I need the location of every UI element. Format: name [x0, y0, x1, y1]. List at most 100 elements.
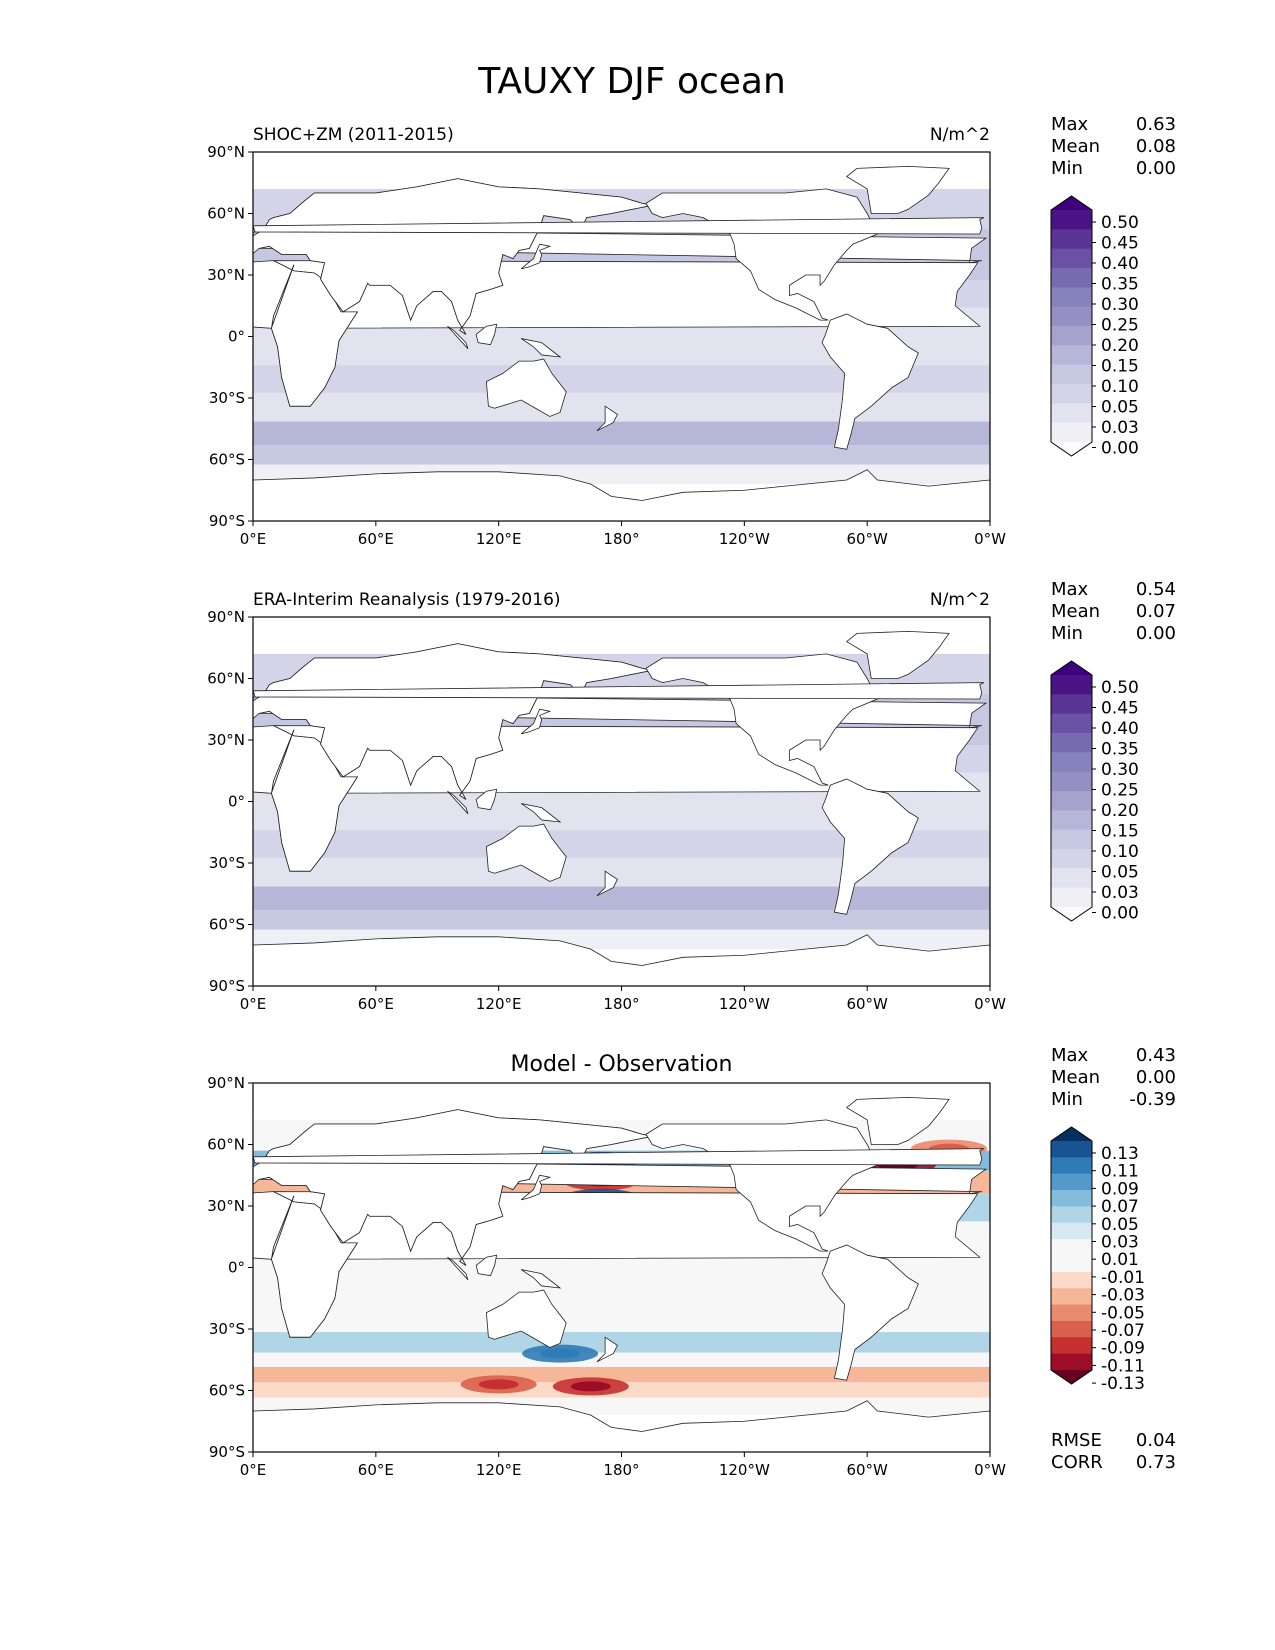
colorbar-tick-label: 0.40: [1101, 719, 1139, 739]
colorbar-tick-label: -0.09: [1101, 1339, 1145, 1359]
colorbar-tick-label: -0.01: [1101, 1268, 1145, 1288]
y-tick-label: 30°S: [209, 389, 245, 407]
y-tick-label: 30°N: [207, 1197, 245, 1215]
land-11: [520, 803, 562, 823]
colorbar-swatch: [1051, 771, 1092, 792]
colorbar-swatch: [1051, 713, 1092, 734]
colorbar-swatch: [1051, 849, 1092, 869]
x-tick-label: 60°E: [358, 1461, 394, 1479]
x-tick-label: 0°E: [240, 1461, 267, 1479]
colorbar-tick-label: 0.50: [1101, 213, 1139, 233]
y-tick-label: 30°S: [209, 854, 245, 872]
colorbar-swatch: [1051, 1190, 1092, 1207]
land-7: [596, 1336, 618, 1363]
panel-title: SHOC+ZM (2011-2015): [253, 125, 454, 145]
land-6: [253, 934, 990, 986]
figure-title: TAUXY DJF ocean: [477, 61, 786, 102]
band-lat--38: [253, 1332, 990, 1353]
colorbar-tick-label: 0.03: [1101, 1233, 1139, 1253]
metric-label: RMSE: [1051, 1430, 1102, 1451]
stat-label: Min: [1051, 1089, 1083, 1110]
land-7: [596, 405, 618, 432]
colorbar-swatch: [1051, 733, 1092, 753]
y-tick-label: 90°S: [209, 1443, 245, 1461]
map-field: [253, 152, 990, 521]
colorbar-tick-label: 0.50: [1101, 678, 1139, 698]
stat-label: Mean: [1051, 1067, 1100, 1088]
y-tick-label: 90°N: [207, 143, 245, 161]
colorbar-tick-label: 0.25: [1101, 316, 1139, 336]
stat-label: Mean: [1051, 136, 1100, 157]
x-tick-label: 120°W: [719, 995, 770, 1013]
blob-core-6: [540, 1348, 581, 1359]
colorbar-swatch: [1051, 384, 1092, 404]
map-field: [253, 1083, 990, 1452]
land-wrap-1: [253, 178, 653, 335]
colorbar: 0.500.450.400.350.300.250.200.150.100.05…: [1050, 195, 1139, 459]
colorbar-tick-label: 0.45: [1101, 699, 1139, 719]
colorbar-swatch: [1051, 752, 1092, 773]
land-5: [845, 1096, 950, 1145]
y-tick-label: 30°S: [209, 1320, 245, 1338]
x-tick-label: 120°W: [719, 530, 770, 548]
land-4: [821, 778, 919, 915]
colorbar-swatch: [1051, 345, 1092, 366]
blob-core-4: [478, 1379, 519, 1390]
panel-title: Model - Observation: [511, 1052, 733, 1077]
metric-value: 0.04: [1136, 1430, 1176, 1451]
colorbar-swatch: [1051, 1255, 1092, 1273]
colorbar-tick-label: 0.30: [1101, 295, 1139, 315]
colorbar-swatch: [1051, 248, 1092, 269]
stat-label: Max: [1051, 579, 1089, 600]
land-7: [596, 870, 618, 897]
colorbar-outline: [1050, 195, 1093, 457]
x-tick-label: 180°: [603, 1461, 639, 1479]
colorbar-swatch: [1051, 229, 1092, 250]
land-11: [520, 1269, 562, 1289]
land-10: [475, 1254, 498, 1277]
land-11: [520, 338, 562, 358]
colorbar: 0.130.110.090.070.050.030.01-0.01-0.03-0…: [1050, 1126, 1145, 1394]
panel-reference: 0°E 60°E 120°E 180° 120°W 60°W 0°W 90°N 60°N 30°N…: [207, 579, 1176, 1013]
colorbar-swatch: [1051, 210, 1092, 230]
y-tick-label: 60°N: [207, 1136, 245, 1154]
stat-value: 0.00: [1136, 158, 1176, 179]
stat-label: Mean: [1051, 601, 1100, 622]
colorbar-tick-label: 0.03: [1101, 418, 1139, 438]
colorbar-swatch: [1051, 868, 1092, 889]
colorbar-tick-label: 0.40: [1101, 254, 1139, 274]
y-tick-label: 60°S: [209, 451, 245, 469]
land-wrap-1: [253, 643, 653, 800]
land-8: [520, 1174, 552, 1201]
y-tick-label: 60°N: [207, 670, 245, 688]
panel-units: N/m^2: [930, 590, 990, 610]
colorbar-swatch: [1051, 887, 1092, 908]
colorbar-swatch: [1051, 1173, 1092, 1191]
land-4: [821, 313, 919, 450]
colorbar-tick-label: 0.15: [1101, 357, 1139, 377]
stat-value: 0.54: [1136, 579, 1176, 600]
x-tick-label: 0°E: [240, 530, 267, 548]
band-lat--48: [253, 421, 990, 446]
stat-value: 0.08: [1136, 136, 1176, 157]
land-5: [845, 165, 950, 214]
x-tick-label: 0°W: [974, 530, 1006, 548]
stat-value: 0.00: [1136, 623, 1176, 644]
band-lat--58: [253, 910, 990, 930]
colorbar-tick-label: 0.03: [1101, 883, 1139, 903]
x-tick-label: 0°W: [974, 995, 1006, 1013]
x-tick-label: 120°E: [476, 995, 522, 1013]
colorbar-swatch: [1051, 694, 1092, 715]
colorbar-swatch: [1051, 1353, 1092, 1371]
land-6: [253, 469, 990, 521]
colorbar-tick-label: -0.11: [1101, 1356, 1145, 1376]
colorbar-tick-label: 0.35: [1101, 740, 1139, 760]
stat-label: Max: [1051, 1045, 1089, 1066]
colorbar-tick-label: 0.01: [1101, 1250, 1139, 1270]
stat-label: Min: [1051, 158, 1083, 179]
y-tick-label: 60°S: [209, 916, 245, 934]
colorbar: 0.500.450.400.350.300.250.200.150.100.05…: [1050, 660, 1139, 924]
land-8: [520, 708, 552, 735]
colorbar-outline: [1050, 1126, 1093, 1385]
colorbar-under: [1051, 442, 1092, 456]
